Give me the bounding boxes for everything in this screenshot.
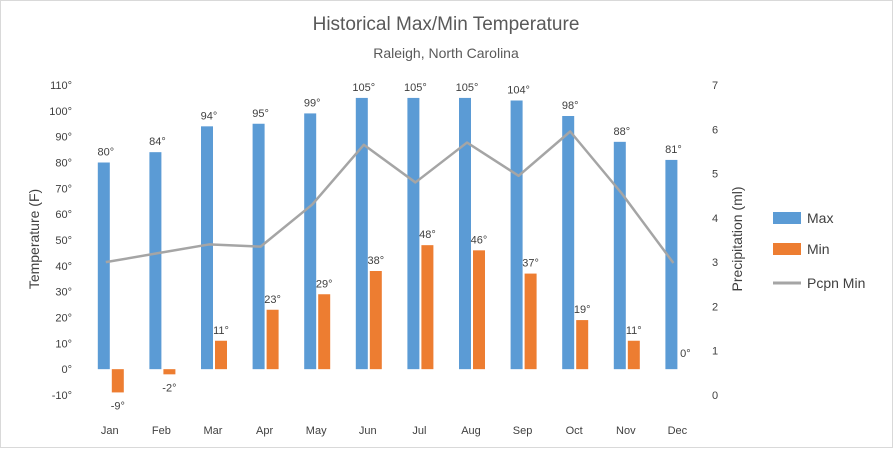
y-tick-label: 0° bbox=[61, 364, 72, 376]
max-data-label: 94° bbox=[201, 110, 218, 122]
x-tick-label: Oct bbox=[566, 425, 583, 437]
x-tick-label: Mar bbox=[204, 425, 223, 437]
max-data-label: 105° bbox=[404, 82, 427, 94]
y2-tick-label: 4 bbox=[712, 213, 718, 225]
max-bar bbox=[459, 97, 471, 370]
legend-label: Pcpn Min bbox=[807, 275, 865, 291]
max-bar bbox=[355, 97, 368, 370]
x-tick-label: Jan bbox=[101, 425, 119, 437]
x-tick-label: May bbox=[306, 425, 327, 437]
y-tick-label: 70° bbox=[55, 183, 72, 195]
y2-tick-label: 0 bbox=[712, 390, 718, 402]
max-data-label: 95° bbox=[252, 108, 269, 120]
y2-tick-label: 7 bbox=[712, 80, 718, 92]
min-bar bbox=[627, 340, 640, 370]
min-data-label: 48° bbox=[419, 229, 436, 241]
min-bar bbox=[576, 320, 589, 370]
y-tick-label: 10° bbox=[55, 338, 72, 350]
x-tick-label: Feb bbox=[152, 425, 171, 437]
y2-tick-label: 3 bbox=[712, 257, 718, 269]
y2-tick-label: 1 bbox=[712, 346, 718, 358]
min-data-label: 11° bbox=[213, 325, 229, 337]
min-bar bbox=[111, 369, 124, 393]
max-bar bbox=[304, 113, 317, 370]
max-bar bbox=[665, 159, 678, 370]
x-tick-label: Jul bbox=[412, 425, 426, 437]
chart-subtitle: Raleigh, North Carolina bbox=[373, 45, 519, 61]
precipitation-line bbox=[105, 130, 675, 264]
min-bar bbox=[369, 271, 382, 370]
min-bar bbox=[266, 309, 279, 370]
max-bar bbox=[613, 141, 626, 370]
x-tick-label: Sep bbox=[513, 425, 533, 437]
min-data-label: 19° bbox=[574, 304, 591, 316]
min-bar bbox=[524, 273, 537, 370]
y2-tick-label: 5 bbox=[712, 169, 718, 181]
max-bar bbox=[407, 97, 420, 370]
legend-label: Max bbox=[807, 210, 833, 226]
x-tick-label: Jun bbox=[359, 425, 377, 437]
y-tick-label: 50° bbox=[55, 235, 72, 247]
y-tick-label: 110° bbox=[50, 80, 72, 92]
min-data-label: 37° bbox=[522, 258, 539, 270]
x-tick-label: Apr bbox=[256, 425, 273, 437]
min-data-label: 0° bbox=[680, 348, 691, 360]
max-data-label: 80° bbox=[97, 147, 114, 159]
y-tick-label: -10° bbox=[52, 390, 72, 402]
max-data-label: 81° bbox=[665, 144, 682, 156]
max-data-label: 98° bbox=[562, 100, 579, 112]
min-bar bbox=[421, 245, 434, 370]
y-tick-label: 90° bbox=[55, 132, 72, 144]
x-tick-label: Aug bbox=[461, 425, 481, 437]
max-bar bbox=[562, 116, 575, 370]
min-data-label: -2° bbox=[162, 382, 176, 394]
min-bar bbox=[473, 250, 485, 370]
y-axis-title: Temperature (F) bbox=[26, 189, 42, 289]
min-bar bbox=[163, 369, 176, 375]
y-tick-label: 60° bbox=[55, 209, 72, 221]
min-bar bbox=[215, 340, 227, 370]
x-tick-label: Nov bbox=[616, 425, 636, 437]
max-data-label: 88° bbox=[613, 126, 630, 138]
legend-label: Min bbox=[807, 241, 830, 257]
y-tick-label: 20° bbox=[55, 313, 72, 325]
min-bar bbox=[318, 294, 331, 370]
legend-swatch bbox=[773, 243, 801, 255]
max-data-label: 104° bbox=[507, 85, 530, 97]
max-bar bbox=[97, 162, 110, 370]
y-tick-label: 80° bbox=[55, 158, 72, 170]
min-data-label: 29° bbox=[316, 278, 333, 290]
min-data-label: -9° bbox=[111, 400, 125, 412]
max-bar bbox=[149, 152, 162, 370]
min-data-label: 38° bbox=[367, 255, 384, 267]
min-data-label: 46° bbox=[471, 234, 488, 246]
max-data-label: 105° bbox=[352, 82, 375, 94]
y-tick-label: 40° bbox=[55, 261, 72, 273]
y2-tick-label: 6 bbox=[712, 124, 718, 136]
min-data-label: 23° bbox=[264, 294, 281, 306]
max-data-label: 105° bbox=[456, 82, 479, 94]
y2-axis-title: Precipitation (ml) bbox=[729, 186, 745, 291]
max-data-label: 99° bbox=[304, 97, 321, 109]
y-tick-label: 100° bbox=[49, 106, 72, 118]
max-bar bbox=[201, 126, 213, 370]
y-tick-label: 30° bbox=[55, 287, 72, 299]
max-bar bbox=[510, 100, 523, 370]
min-data-label: 11° bbox=[626, 325, 642, 337]
legend-swatch bbox=[773, 212, 801, 224]
max-data-label: 84° bbox=[149, 136, 166, 148]
x-tick-label: Dec bbox=[668, 425, 688, 437]
chart-title: Historical Max/Min Temperature bbox=[313, 14, 580, 35]
y2-tick-label: 2 bbox=[712, 301, 718, 313]
